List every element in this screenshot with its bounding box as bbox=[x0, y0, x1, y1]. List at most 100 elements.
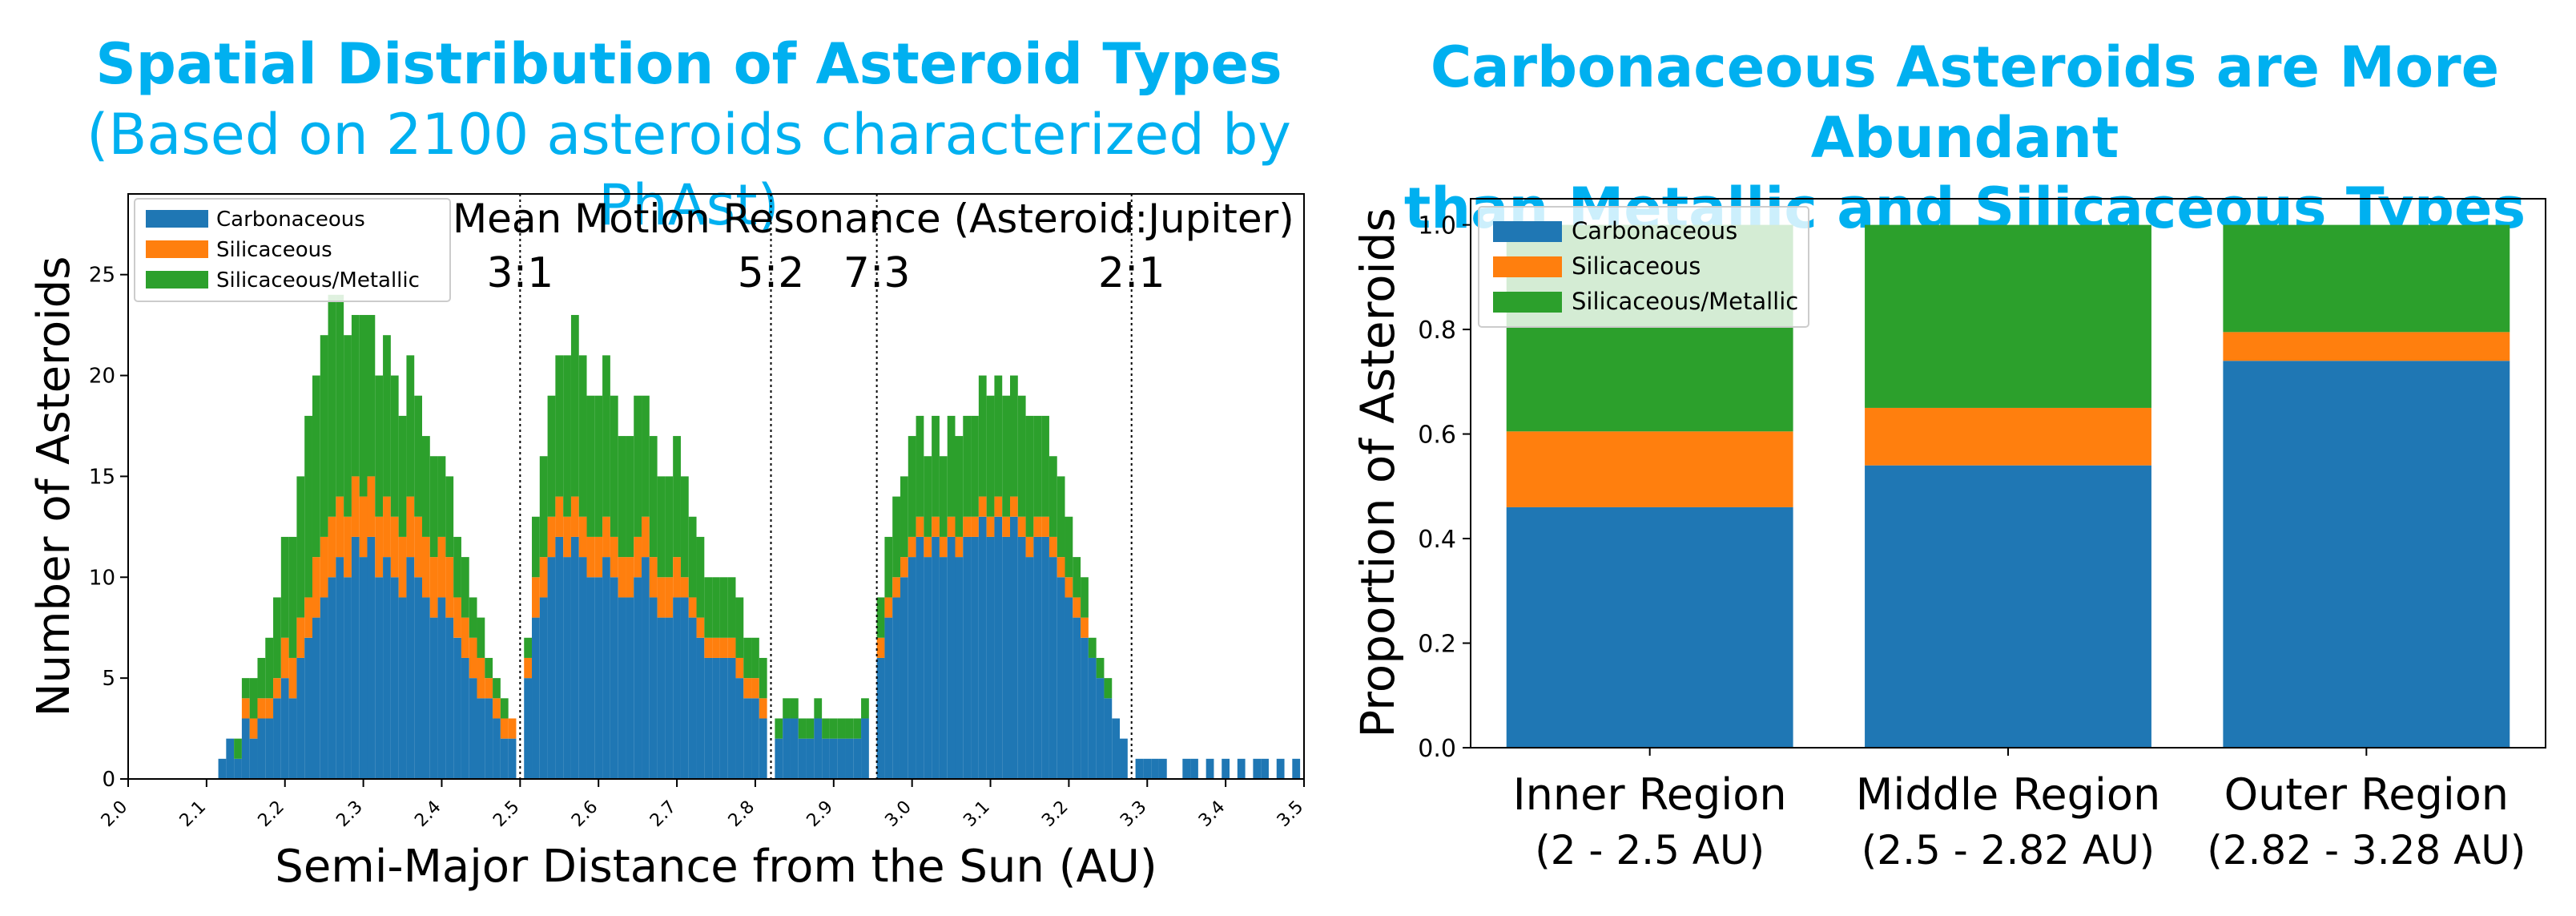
resonance-lines bbox=[519, 194, 1133, 779]
histogram-bar-silicaceous bbox=[1041, 516, 1049, 537]
histogram-bar-carbonaceous bbox=[234, 758, 242, 779]
histogram-bar-silicaceous-metallic bbox=[398, 415, 407, 537]
histogram-bar-silicaceous-metallic bbox=[437, 456, 446, 537]
legend-swatch-silicaceous bbox=[146, 240, 208, 258]
histogram-bar-carbonaceous bbox=[312, 617, 320, 779]
histogram-bar-carbonaceous bbox=[437, 597, 446, 779]
histogram-bar-silicaceous-metallic bbox=[657, 476, 666, 578]
histogram-bar-silicaceous bbox=[453, 597, 461, 638]
histogram-bar-silicaceous bbox=[704, 637, 713, 658]
histogram-bar-silicaceous-metallic bbox=[971, 415, 979, 517]
histogram-bar-carbonaceous bbox=[649, 597, 658, 779]
histogram-chart: 2.0 2.1 2.2 2.3 2.4 2.5 2.6 2.7 2.8 2.9 3.0 3.1 3.2 3… bbox=[28, 193, 1307, 893]
histogram-bar-silicaceous-metallic bbox=[1033, 415, 1042, 517]
histogram-bar-silicaceous-metallic bbox=[578, 355, 587, 517]
histogram-bar-silicaceous-metallic bbox=[924, 456, 932, 537]
histogram-bar-carbonaceous bbox=[783, 718, 791, 779]
histogram-bar-silicaceous bbox=[304, 597, 312, 638]
proportion-legend: Carbonaceous Silicaceous Silicaceous/Met… bbox=[1478, 206, 1809, 328]
histogram-bar-silicaceous-metallic bbox=[861, 698, 869, 719]
histogram-bar-silicaceous-metallic bbox=[822, 718, 830, 739]
histogram-bar-silicaceous-metallic bbox=[1096, 657, 1105, 679]
histogram-bar-carbonaceous bbox=[532, 617, 540, 779]
histogram-bar-carbonaceous bbox=[829, 738, 838, 779]
histogram-bar-silicaceous-metallic bbox=[320, 335, 328, 537]
histogram-bar-carbonaceous bbox=[1151, 758, 1159, 779]
histogram-bar-silicaceous-metallic bbox=[257, 657, 266, 699]
proportion-y-axis-label: Proportion of Asteroids bbox=[1350, 208, 1405, 738]
histogram-bar-carbonaceous bbox=[1237, 758, 1246, 779]
histogram-bar-silicaceous bbox=[555, 496, 564, 537]
histogram-bar-carbonaceous bbox=[594, 577, 603, 779]
legend-swatch-silicaceous bbox=[1493, 256, 1562, 277]
histogram-bar-silicaceous-metallic bbox=[837, 718, 846, 739]
histogram-bar-carbonaceous bbox=[429, 617, 438, 779]
histogram-bar-silicaceous bbox=[351, 476, 360, 537]
histogram-bar-silicaceous-metallic bbox=[390, 375, 399, 517]
histogram-bar-silicaceous bbox=[1025, 536, 1034, 558]
histogram-bar-silicaceous-metallic bbox=[1104, 678, 1113, 699]
histogram-bar-silicaceous bbox=[375, 516, 384, 578]
histogram-bar-carbonaceous bbox=[406, 557, 415, 779]
left-panel-subtitle: (Based on 2100 asteroids characterized b… bbox=[87, 102, 1291, 238]
histogram-bar-silicaceous bbox=[312, 557, 320, 618]
histogram-bar-silicaceous-metallic bbox=[241, 678, 250, 699]
histogram-bar-silicaceous bbox=[477, 657, 485, 699]
histogram-bar-silicaceous-metallic bbox=[453, 536, 461, 598]
histogram-bar-silicaceous bbox=[759, 698, 767, 719]
histogram-bar-carbonaceous bbox=[1002, 536, 1010, 779]
proportion-y-ticks: 0.0 0.2 0.4 0.6 0.8 1.0 bbox=[1418, 212, 1471, 763]
histogram-bar-carbonaceous bbox=[539, 597, 548, 779]
histogram-bar-carbonaceous bbox=[892, 597, 900, 779]
histogram-bar-silicaceous-metallic bbox=[916, 415, 924, 517]
x-tick-label: 3.2 bbox=[1038, 797, 1072, 831]
histogram-bar-silicaceous bbox=[249, 718, 258, 739]
histogram-legend-box bbox=[134, 198, 451, 302]
histogram-bar-silicaceous-metallic bbox=[547, 395, 556, 517]
x-tick-label: 2.6 bbox=[568, 797, 602, 831]
legend-swatch-silicaceous-metallic bbox=[1493, 292, 1562, 313]
histogram-bar-silicaceous bbox=[908, 536, 916, 558]
histogram-bar-carbonaceous bbox=[390, 577, 399, 779]
histogram-bar-silicaceous bbox=[727, 637, 736, 658]
histogram-bar-silicaceous bbox=[665, 577, 674, 618]
histogram-bar-silicaceous bbox=[1081, 617, 1089, 638]
histogram-bar-silicaceous-metallic bbox=[336, 294, 344, 497]
histogram-bar-carbonaceous bbox=[1120, 738, 1128, 779]
histogram-bar-silicaceous-metallic bbox=[570, 315, 579, 497]
histogram-bar-silicaceous bbox=[414, 516, 422, 578]
histogram-bar-silicaceous-metallic bbox=[234, 738, 242, 759]
histogram-bar-silicaceous bbox=[1049, 536, 1057, 558]
proportion-bar-silicaceous-metallic bbox=[1865, 224, 2151, 408]
histogram-bar-carbonaceous bbox=[602, 557, 610, 779]
histogram-bar-carbonaceous bbox=[696, 637, 705, 779]
histogram-bar-silicaceous-metallic bbox=[273, 597, 281, 679]
x-tick-label: 2.7 bbox=[646, 797, 680, 831]
histogram-bar-carbonaceous bbox=[735, 678, 744, 779]
histogram-bar-carbonaceous bbox=[296, 657, 305, 779]
histogram-bar-silicaceous bbox=[1057, 557, 1065, 578]
histogram-bar-silicaceous bbox=[712, 637, 720, 658]
category-name: Middle Region bbox=[1856, 769, 2160, 820]
histogram-bar-silicaceous bbox=[876, 637, 885, 658]
histogram-bar-silicaceous bbox=[994, 496, 1003, 517]
histogram-bar-silicaceous-metallic bbox=[594, 395, 603, 537]
histogram-bar-silicaceous bbox=[445, 557, 454, 618]
histogram-bar-silicaceous-metallic bbox=[1010, 375, 1018, 497]
x-tick-label: 2.3 bbox=[332, 797, 366, 831]
histogram-bar-silicaceous-metallic bbox=[947, 415, 956, 517]
histogram-bar-silicaceous-metallic bbox=[406, 355, 415, 497]
histogram-bar-carbonaceous bbox=[727, 657, 736, 779]
histogram-bar-silicaceous bbox=[320, 536, 328, 598]
histogram-bar-carbonaceous bbox=[924, 557, 932, 779]
histogram-bar-carbonaceous bbox=[610, 577, 618, 779]
histogram-bar-silicaceous bbox=[398, 536, 407, 598]
resonance-label: 5:2 bbox=[738, 249, 805, 297]
histogram-bar-silicaceous bbox=[642, 516, 650, 558]
histogram-bar-silicaceous-metallic bbox=[563, 355, 571, 517]
histogram-bar-silicaceous bbox=[751, 678, 759, 699]
histogram-bar-silicaceous bbox=[602, 516, 610, 558]
histogram-bar-silicaceous-metallic bbox=[1088, 637, 1097, 658]
histogram-bar-carbonaceous bbox=[719, 657, 728, 779]
histogram-bar-silicaceous-metallic bbox=[759, 657, 767, 699]
